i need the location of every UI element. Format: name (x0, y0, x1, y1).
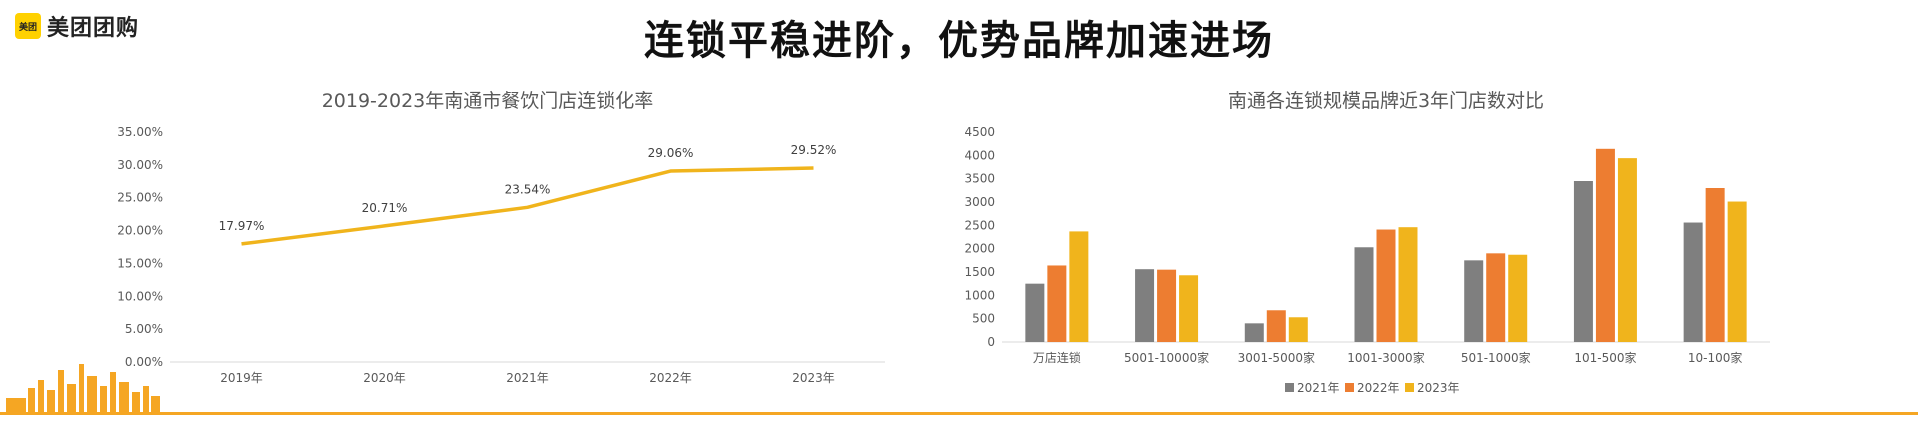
line-y-tick-label: 35.00% (117, 125, 163, 139)
bar-x-tick-label: 10-100家 (1688, 350, 1743, 365)
bar-x-tick-label: 5001-10000家 (1124, 350, 1209, 365)
line-x-tick-label: 2021年 (506, 371, 549, 385)
bar-2 (1047, 265, 1067, 342)
brand-logo: 美团 美团团购 (15, 10, 139, 42)
bar-y-tick-label: 2000 (964, 242, 995, 256)
line-y-tick-label: 25.00% (117, 191, 163, 205)
bar-y-tick-label: 0 (987, 335, 995, 349)
bar-2 (1705, 188, 1725, 342)
line-data-label: 17.97% (219, 219, 265, 233)
line-series (241, 166, 814, 246)
bottom-accent-line (0, 412, 1918, 415)
legend-swatch (1285, 383, 1294, 392)
bar-1 (1135, 269, 1155, 342)
bar-1 (1464, 260, 1484, 342)
bar-x-tick-label: 万店连锁 (1033, 350, 1081, 365)
bar-y-tick-label: 3000 (964, 195, 995, 209)
line-y-tick-label: 20.00% (117, 224, 163, 238)
legend-label: 2023年 (1417, 381, 1460, 395)
bar-3 (1069, 231, 1089, 342)
bar-x-tick-label: 1001-3000家 (1347, 350, 1424, 365)
bar-x-tick-label: 101-500家 (1574, 350, 1636, 365)
line-x-tick-label: 2023年 (792, 371, 835, 385)
legend-label: 2022年 (1357, 381, 1400, 395)
legend-swatch (1405, 383, 1414, 392)
bar-3 (1617, 158, 1637, 342)
bar-2 (1376, 229, 1396, 342)
logo-badge: 美团 (15, 13, 41, 39)
bar-2 (1157, 269, 1177, 342)
bar-1 (1025, 283, 1045, 342)
bar-1 (1683, 222, 1703, 342)
bar-y-tick-label: 1500 (964, 265, 995, 279)
bar-y-tick-label: 3500 (964, 172, 995, 186)
bar-2 (1595, 148, 1615, 342)
bar-y-tick-label: 1000 (964, 288, 995, 302)
city-skyline-icon (6, 364, 160, 412)
line-x-tick-label: 2020年 (363, 371, 406, 385)
bar-1 (1244, 323, 1264, 342)
line-data-label: 23.54% (505, 182, 551, 196)
bar-y-tick-label: 4500 (964, 125, 995, 139)
line-y-tick-label: 0.00% (125, 355, 163, 369)
line-y-tick-label: 5.00% (125, 322, 163, 336)
bar-y-tick-label: 4000 (964, 148, 995, 162)
line-x-tick-label: 2019年 (220, 371, 263, 385)
bar-3 (1727, 201, 1747, 342)
bar-3 (1398, 227, 1418, 342)
bar-y-tick-label: 500 (972, 312, 995, 326)
line-y-tick-label: 10.00% (117, 289, 163, 303)
line-chart-title: 2019-2023年南通市餐饮门店连锁化率 (322, 90, 654, 112)
line-y-tick-label: 15.00% (117, 256, 163, 270)
line-data-label: 29.06% (648, 146, 694, 160)
line-data-label: 20.71% (362, 201, 408, 215)
bar-x-tick-label: 501-1000家 (1461, 350, 1531, 365)
bar-3 (1288, 317, 1308, 342)
bar-x-tick-label: 3001-5000家 (1238, 350, 1315, 365)
bar-chart-title: 南通各连锁规模品牌近3年门店数对比 (1228, 90, 1544, 112)
page-title: 连锁平稳进阶，优势品牌加速进场 (644, 18, 1274, 64)
bar-3 (1179, 275, 1199, 342)
line-x-tick-label: 2022年 (649, 371, 692, 385)
bar-2 (1486, 253, 1506, 342)
line-data-label: 29.52% (791, 143, 837, 157)
logo-brand-text: 美团团购 (47, 16, 140, 41)
legend-swatch (1345, 383, 1354, 392)
line-y-tick-label: 30.00% (117, 158, 163, 172)
bar-3 (1508, 254, 1528, 342)
bar-1 (1573, 181, 1593, 342)
legend-label: 2021年 (1297, 381, 1340, 395)
bar-y-tick-label: 2500 (964, 218, 995, 232)
bar-1 (1354, 247, 1374, 342)
bar-2 (1266, 310, 1286, 342)
